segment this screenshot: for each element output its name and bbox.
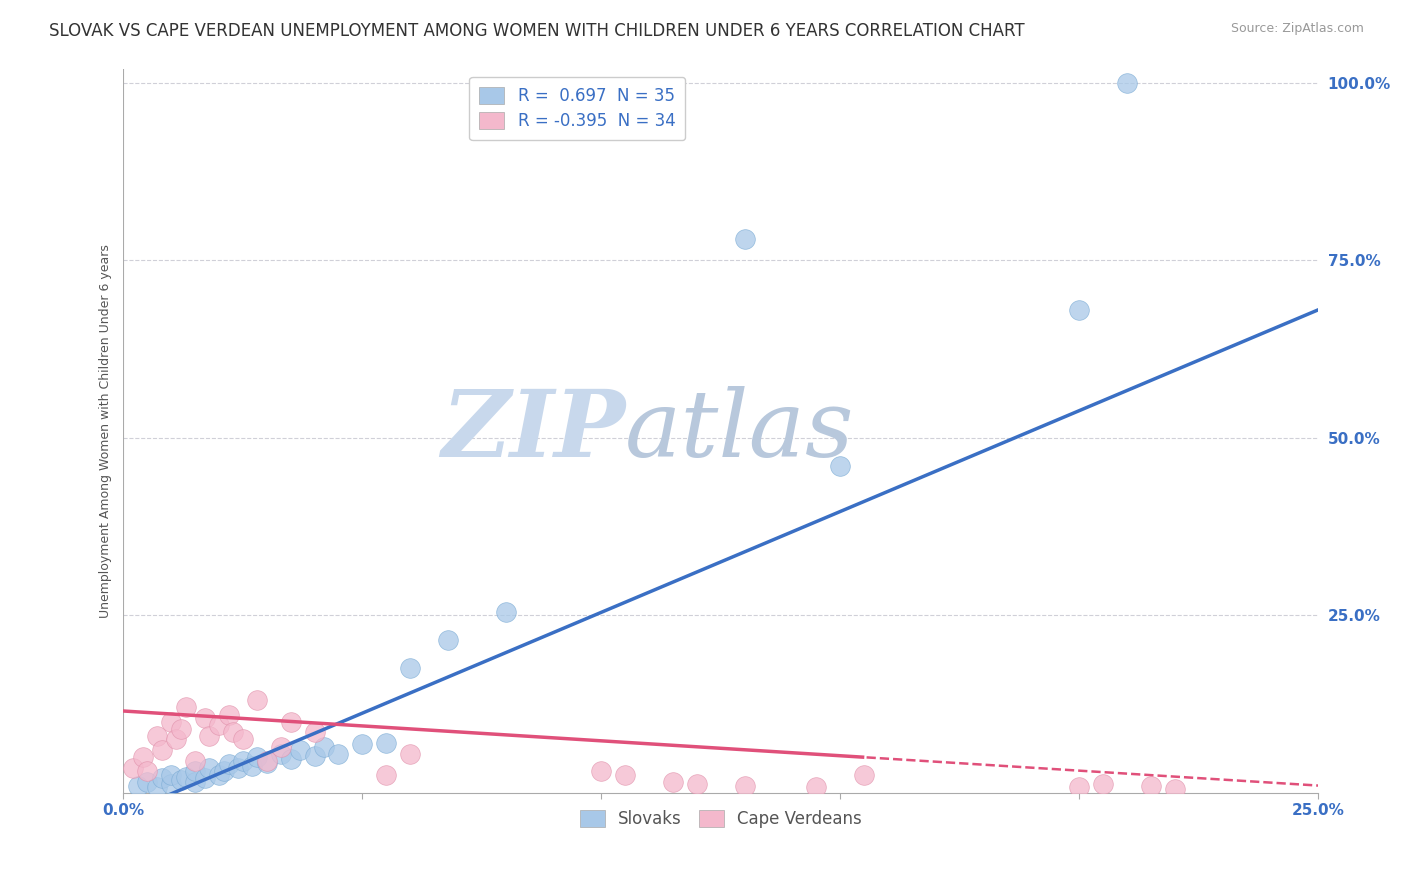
Point xyxy=(184,764,207,779)
Point xyxy=(375,768,398,782)
Point xyxy=(174,700,197,714)
Point xyxy=(830,459,852,474)
Point xyxy=(160,777,183,791)
Point xyxy=(246,693,269,707)
Point xyxy=(194,772,217,786)
Point xyxy=(734,779,756,793)
Point xyxy=(495,605,517,619)
Point xyxy=(218,707,240,722)
Text: SLOVAK VS CAPE VERDEAN UNEMPLOYMENT AMONG WOMEN WITH CHILDREN UNDER 6 YEARS CORR: SLOVAK VS CAPE VERDEAN UNEMPLOYMENT AMON… xyxy=(49,22,1025,40)
Point xyxy=(136,775,159,789)
Point xyxy=(304,748,326,763)
Point xyxy=(242,758,264,772)
Point xyxy=(1069,302,1091,317)
Point xyxy=(212,764,235,779)
Point xyxy=(256,756,278,770)
Point xyxy=(246,750,269,764)
Point xyxy=(194,711,217,725)
Point xyxy=(614,768,637,782)
Point xyxy=(375,736,398,750)
Point xyxy=(399,661,422,675)
Point xyxy=(686,777,709,791)
Point xyxy=(270,739,292,754)
Point xyxy=(150,772,173,786)
Point xyxy=(1092,777,1115,791)
Point xyxy=(146,780,169,794)
Point xyxy=(270,747,292,761)
Point xyxy=(222,725,245,739)
Point xyxy=(174,770,197,784)
Point xyxy=(127,779,149,793)
Point xyxy=(232,754,254,768)
Point xyxy=(1163,782,1185,797)
Point xyxy=(122,761,145,775)
Point xyxy=(232,732,254,747)
Point xyxy=(184,754,207,768)
Point xyxy=(218,757,240,772)
Point xyxy=(280,751,302,765)
Point xyxy=(170,722,193,736)
Point xyxy=(304,725,326,739)
Point xyxy=(280,714,302,729)
Point xyxy=(328,747,350,761)
Point xyxy=(150,743,173,757)
Point xyxy=(290,743,312,757)
Text: atlas: atlas xyxy=(626,385,855,475)
Point xyxy=(853,768,876,782)
Point xyxy=(160,768,183,782)
Point xyxy=(734,232,756,246)
Point xyxy=(256,754,278,768)
Point xyxy=(160,714,183,729)
Point xyxy=(352,738,374,752)
Y-axis label: Unemployment Among Women with Children Under 6 years: Unemployment Among Women with Children U… xyxy=(100,244,112,617)
Point xyxy=(662,775,685,789)
Text: ZIP: ZIP xyxy=(441,385,626,475)
Point xyxy=(806,780,828,794)
Point xyxy=(591,764,613,779)
Legend: Slovaks, Cape Verdeans: Slovaks, Cape Verdeans xyxy=(574,804,869,835)
Point xyxy=(165,732,187,747)
Point xyxy=(198,729,221,743)
Point xyxy=(198,761,221,775)
Point xyxy=(131,750,153,764)
Point xyxy=(1139,779,1161,793)
Point xyxy=(314,739,336,754)
Point xyxy=(136,764,159,779)
Point xyxy=(184,775,207,789)
Point xyxy=(1069,780,1091,794)
Point xyxy=(1115,76,1137,90)
Point xyxy=(226,761,249,775)
Point xyxy=(170,772,193,787)
Point xyxy=(399,747,422,761)
Point xyxy=(208,718,231,732)
Point xyxy=(437,633,460,648)
Point xyxy=(208,768,231,782)
Text: Source: ZipAtlas.com: Source: ZipAtlas.com xyxy=(1230,22,1364,36)
Point xyxy=(146,729,169,743)
